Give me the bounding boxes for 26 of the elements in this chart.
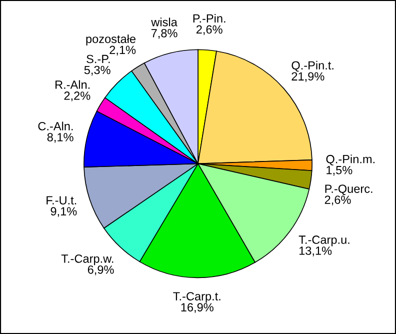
data-label: 2,2%	[64, 92, 90, 102]
data-label: 21,9%	[292, 72, 324, 82]
slice-label: P.-Pin.	[193, 14, 226, 23]
slice-label: wisla	[151, 18, 178, 26]
slice-label: T.-Carp.w.	[61, 254, 114, 266]
data-label: 8,1%	[47, 133, 74, 143]
data-label: 2,6%	[324, 196, 351, 206]
slice-label: Q.-Pin.m.	[326, 154, 374, 166]
slice-label: R.-Aln.	[56, 80, 90, 89]
data-label: 2,6%	[196, 25, 222, 36]
data-label: 1,5%	[326, 166, 352, 176]
data-label: 6,9%	[88, 265, 114, 276]
data-label: 2,1%	[110, 46, 136, 56]
slice-label: T.-Carp.t.	[173, 292, 220, 303]
slice-label: F.-U.t.	[46, 196, 76, 204]
data-label: 7,8%	[151, 28, 178, 39]
slice-label: pozostałe	[86, 34, 136, 46]
slice-label: S.-P.	[86, 54, 110, 64]
data-label: 9,1%	[50, 207, 77, 217]
slice-label: P.-Querc.	[325, 184, 372, 196]
data-label: 5,3%	[84, 66, 110, 76]
slice-label: Q.-Pin.t.	[292, 60, 334, 72]
slice-label: T.-Carp.u.	[298, 236, 350, 246]
slice-label: C.-Aln.	[38, 122, 73, 130]
data-label: 16,9%	[181, 303, 214, 313]
data-label: 13,1%	[299, 246, 332, 256]
